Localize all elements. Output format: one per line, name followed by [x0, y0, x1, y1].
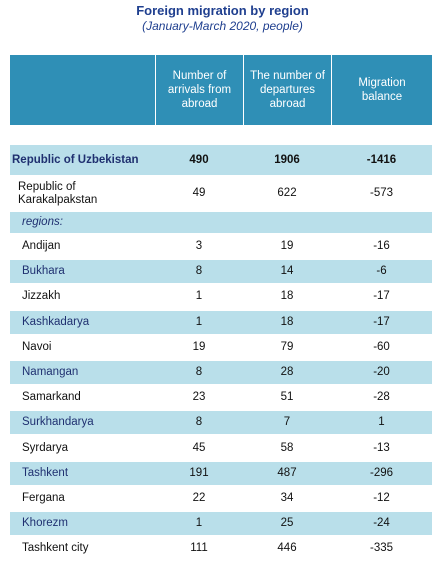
- cell-value: -20: [373, 366, 390, 378]
- row-background: [10, 461, 432, 485]
- cell-value: 3: [195, 240, 203, 252]
- row-background: [10, 260, 432, 284]
- row-background: [10, 310, 432, 334]
- cell-value: -24: [373, 517, 390, 530]
- cell-value: -6: [376, 265, 387, 278]
- cell-value: 18: [280, 290, 294, 303]
- cell-value: 25: [280, 517, 294, 530]
- cell-value: -28: [373, 391, 390, 404]
- cell-value: 19: [192, 340, 206, 353]
- cell-value: 111: [190, 542, 208, 555]
- row-background: [10, 361, 432, 384]
- subtitle: (January-March 2020, people): [142, 19, 303, 33]
- cell-value: 19: [280, 240, 294, 252]
- row-label: Tashkent city: [22, 542, 89, 555]
- cell-value: 191: [189, 466, 209, 479]
- row-background: [10, 212, 432, 233]
- row-label: Andijan: [22, 240, 61, 252]
- cell-value: 1: [195, 517, 203, 530]
- cell-value: 28: [280, 366, 294, 378]
- cell-value: -12: [373, 492, 390, 504]
- cell-value: -16: [373, 240, 390, 252]
- column-header: Number of arrivals from abroad: [155, 55, 243, 125]
- row-label: Syrdarya: [22, 441, 69, 454]
- cell-value: 1: [195, 290, 203, 303]
- row-label: Khorezm: [22, 517, 69, 530]
- row-label: Surkhandarya: [22, 416, 94, 429]
- cell-value: 34: [280, 492, 294, 504]
- section-label: regions:: [22, 216, 63, 228]
- cell-value: 1: [195, 315, 203, 328]
- row-background: [10, 411, 432, 435]
- cell-value: 14: [280, 265, 294, 278]
- cell-value: 487: [277, 466, 297, 479]
- row-label: Bukhara: [22, 265, 65, 278]
- cell-value: -17: [373, 290, 390, 303]
- cell-value: -296: [369, 466, 394, 479]
- row-background: [10, 145, 432, 175]
- cell-value: -17: [373, 315, 390, 328]
- row-label: Republic of Karakalpakstan: [18, 180, 98, 206]
- cell-value: 7: [283, 416, 291, 429]
- row-label: Navoi: [22, 340, 52, 353]
- cell-value: 446: [277, 542, 297, 555]
- cell-value: 1: [378, 416, 385, 429]
- row-label: Republic of Uzbekistan: [12, 153, 139, 166]
- cell-value: -573: [369, 187, 394, 199]
- row-label: Fergana: [22, 492, 65, 504]
- cell-value: 8: [195, 366, 203, 378]
- cell-value: 58: [280, 441, 294, 454]
- row-label: Samarkand: [22, 391, 81, 404]
- column-header: The number of departures abroad: [243, 55, 331, 125]
- cell-value: 51: [280, 391, 294, 404]
- row-label: Tashkent: [22, 466, 69, 479]
- title: Foreign migration by region: [136, 3, 309, 18]
- cell-value: 1906: [274, 153, 300, 166]
- cell-value: 622: [277, 187, 297, 199]
- cell-value: -1416: [366, 153, 397, 166]
- cell-value: -335: [369, 542, 394, 555]
- cell-value: -60: [373, 340, 390, 353]
- column-header: Migration balance: [331, 55, 432, 125]
- row-label: Namangan: [22, 366, 79, 378]
- cell-value: 8: [195, 416, 203, 429]
- cell-value: 490: [189, 153, 209, 166]
- row-background: [10, 512, 432, 536]
- row-label: Kashkadarya: [22, 315, 90, 328]
- cell-value: 23: [192, 391, 206, 404]
- cell-value: 49: [192, 187, 206, 199]
- cell-value: -13: [373, 441, 390, 454]
- cell-value: 8: [195, 265, 203, 278]
- cell-value: 79: [280, 340, 294, 353]
- table-header: [10, 55, 432, 125]
- cell-value: 22: [192, 492, 206, 504]
- row-label: Jizzakh: [22, 290, 61, 303]
- cell-value: 45: [192, 441, 206, 454]
- cell-value: 18: [280, 315, 294, 328]
